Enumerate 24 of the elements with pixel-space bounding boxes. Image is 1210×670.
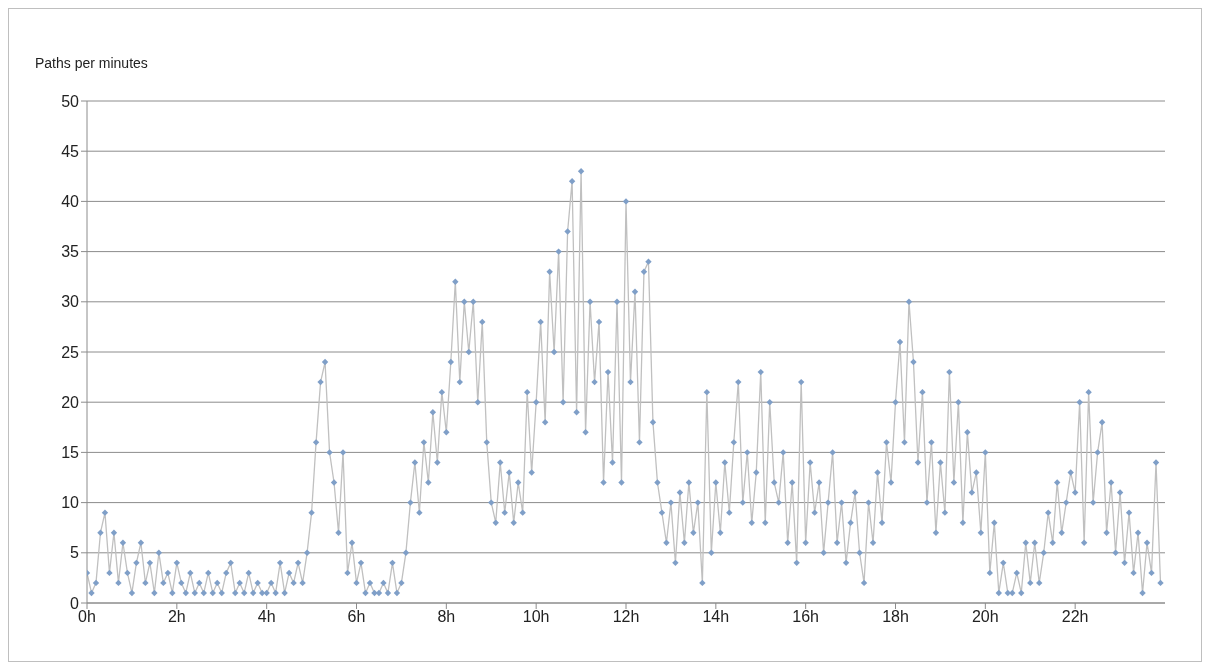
y-tick-label: 15 — [61, 444, 80, 462]
y-tick-label: 50 — [61, 92, 80, 110]
x-tick-label: 22h — [1061, 608, 1089, 626]
x-tick-label: 6h — [347, 608, 366, 626]
y-tick-label: 30 — [61, 293, 80, 311]
y-tick-label: 0 — [70, 594, 80, 612]
x-tick-label: 10h — [522, 608, 550, 626]
x-tick-label: 2h — [167, 608, 186, 626]
y-tick-label: 5 — [70, 544, 80, 562]
x-tick-label: 0h — [78, 608, 96, 626]
y-tick-label: 35 — [61, 243, 80, 261]
x-tick-label: 12h — [612, 608, 640, 626]
y-tick-label: 45 — [61, 142, 80, 160]
x-tick-label: 16h — [792, 608, 820, 626]
x-tick-label: 8h — [437, 608, 456, 626]
y-axis-title: Paths per minutes — [35, 55, 148, 71]
x-tick-label: 4h — [257, 608, 276, 626]
x-tick-label: 20h — [971, 608, 999, 626]
y-tick-label: 40 — [61, 193, 80, 211]
y-tick-label: 10 — [61, 494, 80, 512]
x-tick-label: 14h — [702, 608, 730, 626]
y-tick-label: 25 — [61, 343, 80, 361]
y-tick-label: 20 — [61, 393, 80, 411]
x-tick-label: 18h — [882, 608, 909, 626]
